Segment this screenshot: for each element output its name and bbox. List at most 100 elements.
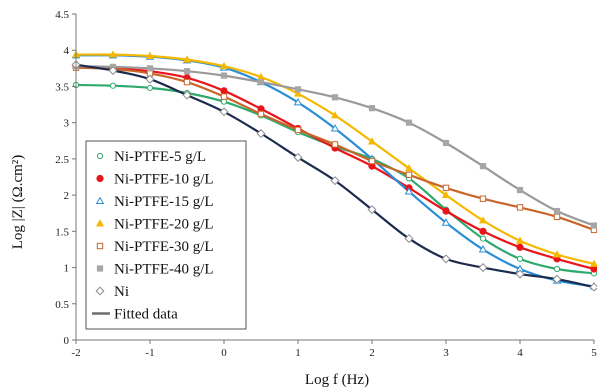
data-point xyxy=(183,68,191,75)
data-point xyxy=(478,216,488,224)
legend: Ni-PTFE-5 g/L Ni-PTFE-10 g/L Ni-PTFE-15 g/… xyxy=(85,140,247,330)
data-point xyxy=(220,93,228,100)
data-point xyxy=(220,87,228,95)
data-point xyxy=(146,84,154,91)
data-point xyxy=(293,152,303,162)
legend-label: Ni-PTFE-20 g/L xyxy=(114,217,214,233)
data-point xyxy=(219,107,229,117)
data-point xyxy=(442,139,450,147)
data-point xyxy=(108,50,118,58)
data-point xyxy=(479,195,487,202)
y-tick-label: 0.5 xyxy=(55,299,69,311)
y-tick-label: 0 xyxy=(64,335,70,347)
data-point xyxy=(220,72,228,79)
data-point xyxy=(108,65,118,76)
tick-labels: -2 -1 0 1 2 3 4 5 0 0.5 1 1.5 2 2.5 3 3.5 4 4.5 xyxy=(55,9,597,359)
data-point xyxy=(330,124,340,132)
y-tick-label: 1 xyxy=(64,263,70,275)
data-point xyxy=(405,171,413,179)
data-point xyxy=(220,98,228,105)
data-point xyxy=(256,129,266,139)
data-point xyxy=(516,186,524,194)
legend-marker xyxy=(96,265,104,272)
legend-label: Fitted data xyxy=(114,307,178,323)
axes xyxy=(72,13,595,344)
data-point xyxy=(589,259,597,267)
data-point xyxy=(257,78,265,86)
x-tick-label: 4 xyxy=(517,347,523,359)
x-tick-label: -1 xyxy=(145,347,154,359)
data-point xyxy=(293,97,303,106)
data-point xyxy=(442,184,450,192)
legend-marker xyxy=(95,286,105,296)
data-point xyxy=(368,105,376,112)
data-point xyxy=(294,86,302,93)
y-tick-label: 4.5 xyxy=(55,9,69,21)
data-point xyxy=(478,263,488,273)
legend-label: Ni-PTFE-5 g/L xyxy=(114,149,206,165)
data-point xyxy=(404,187,414,195)
legend-marker xyxy=(96,242,104,250)
data-point xyxy=(367,137,377,145)
data-point xyxy=(515,269,525,279)
y-tick-label: 3 xyxy=(64,118,70,130)
y-tick-label: 2 xyxy=(64,190,70,202)
data-point xyxy=(479,163,487,170)
legend-box xyxy=(85,140,247,330)
data-point xyxy=(404,234,414,244)
data-point xyxy=(219,61,229,70)
data-point xyxy=(182,90,192,100)
data-point xyxy=(553,213,561,221)
data-point xyxy=(293,89,303,97)
y-tick-label: 1.5 xyxy=(55,226,69,238)
data-point xyxy=(478,245,488,253)
x-tick-label: 5 xyxy=(591,347,597,359)
data-point xyxy=(405,119,413,126)
data-point xyxy=(516,255,524,262)
data-point xyxy=(182,55,192,63)
legend-marker xyxy=(95,219,105,227)
data-point xyxy=(404,164,414,172)
data-point xyxy=(441,190,451,199)
legend-label: Ni-PTFE-10 g/L xyxy=(114,172,214,188)
data-point xyxy=(590,222,597,229)
data-point xyxy=(367,205,377,215)
data-point xyxy=(479,235,487,242)
legend-marker xyxy=(95,196,105,205)
data-point xyxy=(589,282,597,292)
y-tick-label: 2.5 xyxy=(55,154,69,166)
legend-label: Ni xyxy=(114,284,129,300)
legend-marker xyxy=(96,174,104,183)
x-axis-label: Log f (Hz) xyxy=(305,372,369,388)
data-point xyxy=(294,126,302,134)
legend-label: Ni-PTFE-40 g/L xyxy=(114,262,214,278)
data-point xyxy=(516,204,524,211)
y-axis-label: Log |Z| (Ω.cm²) xyxy=(10,155,26,250)
data-point xyxy=(441,218,451,226)
y-tick-label: 4 xyxy=(64,45,70,57)
data-point xyxy=(145,74,155,84)
data-point xyxy=(330,176,340,186)
data-point xyxy=(331,94,339,101)
data-point xyxy=(552,274,562,284)
data-point xyxy=(552,250,562,258)
data-point xyxy=(515,236,525,244)
data-point xyxy=(553,207,561,215)
data-point xyxy=(368,157,376,165)
y-tick-label: 3.5 xyxy=(55,81,69,93)
data-point xyxy=(146,65,154,72)
data-point xyxy=(516,243,524,251)
data-point xyxy=(553,265,561,273)
legend-label: Ni-PTFE-15 g/L xyxy=(114,194,214,210)
data-point xyxy=(479,227,487,235)
data-point xyxy=(109,82,117,89)
data-point xyxy=(442,207,450,215)
data-point xyxy=(441,254,451,264)
data-point xyxy=(257,110,265,118)
legend-marker xyxy=(96,152,104,160)
data-markers xyxy=(71,50,597,292)
x-tick-label: 1 xyxy=(295,347,301,359)
x-tick-label: 0 xyxy=(221,347,227,359)
data-point xyxy=(183,78,191,86)
